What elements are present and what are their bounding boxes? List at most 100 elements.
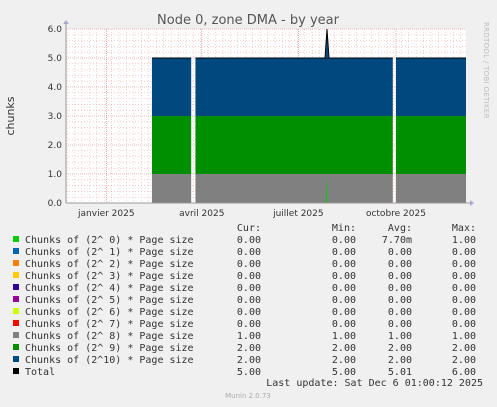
last-update: Last update: Sat Dec 6 01:00:12 2025 (266, 378, 483, 389)
legend-header: Min: (332, 223, 356, 234)
y-axis-label: chunks (4, 96, 17, 135)
plot-area: 0.0 1.0 2.0 3.0 4.0 5.0 6.0 janvier 2025 avril 2… (48, 20, 474, 219)
area-segment (395, 116, 466, 174)
legend-swatch (13, 332, 19, 338)
footer-version: Munin 2.0.73 (225, 392, 271, 400)
legend-value: 0.00 (452, 319, 476, 330)
legend-series-name: Chunks of (2^ 2) * Page size (25, 259, 194, 270)
legend-series-name: Chunks of (2^10) * Page size (25, 355, 194, 366)
legend-value: 0.00 (388, 271, 412, 282)
legend-swatch (13, 344, 19, 350)
y-axis-arrow (63, 20, 69, 24)
legend: Cur: Min: Avg: Max: Chunks of (2^ 0) * Page … (13, 223, 476, 378)
legend-value: 0.00 (452, 307, 476, 318)
legend-swatch (13, 356, 19, 362)
legend-value: 2.00 (332, 355, 356, 366)
legend-value: 0.00 (332, 319, 356, 330)
legend-value: 0.00 (332, 247, 356, 258)
legend-value: 0.00 (332, 271, 356, 282)
spike-order0 (325, 174, 328, 203)
legend-header: Cur: (237, 223, 261, 234)
area-segment (151, 58, 192, 116)
legend-series-name: Chunks of (2^ 7) * Page size (25, 319, 194, 330)
legend-value: 0.00 (452, 271, 476, 282)
legend-swatch (13, 368, 19, 374)
legend-value: 0.00 (452, 295, 476, 306)
area-segment (151, 174, 192, 203)
legend-series-name: Chunks of (2^ 4) * Page size (25, 283, 194, 294)
legend-value: 0.00 (237, 283, 261, 294)
legend-value: 2.00 (452, 355, 476, 366)
legend-value: 0.00 (332, 307, 356, 318)
legend-value: 0.00 (237, 319, 261, 330)
spike-total (324, 28, 330, 59)
legend-value: 2.00 (388, 355, 412, 366)
area-segment (195, 116, 393, 174)
legend-value: 1.00 (237, 331, 261, 342)
spike-order8 (325, 174, 329, 183)
legend-value: 2.00 (452, 343, 476, 354)
legend-value: 2.00 (237, 343, 261, 354)
area-segment (151, 116, 192, 174)
legend-series-name: Chunks of (2^ 0) * Page size (25, 235, 194, 246)
legend-swatch (13, 260, 19, 266)
legend-swatch (13, 320, 19, 326)
x-axis-arrow (470, 200, 474, 206)
legend-swatch (13, 248, 19, 254)
legend-value: 0.00 (452, 247, 476, 258)
legend-swatch (13, 236, 19, 242)
y-tick-label: 0.0 (48, 199, 63, 209)
area-segment (395, 58, 466, 116)
legend-value: 2.00 (237, 355, 261, 366)
legend-swatch (13, 284, 19, 290)
legend-value: 0.00 (452, 259, 476, 270)
legend-value: 1.00 (332, 331, 356, 342)
legend-value: 2.00 (332, 343, 356, 354)
legend-value: 0.00 (388, 283, 412, 294)
legend-value: 0.00 (388, 295, 412, 306)
legend-value: 1.00 (452, 235, 476, 246)
legend-value: 5.00 (332, 367, 356, 378)
legend-swatch (13, 272, 19, 278)
legend-series-name: Total (25, 367, 55, 378)
legend-value: 0.00 (452, 283, 476, 294)
legend-value: 0.00 (388, 259, 412, 270)
legend-series-name: Chunks of (2^ 8) * Page size (25, 331, 194, 342)
legend-value: 0.00 (332, 259, 356, 270)
legend-value: 0.00 (388, 307, 412, 318)
legend-value: 1.00 (388, 331, 412, 342)
legend-series-name: Chunks of (2^ 5) * Page size (25, 295, 194, 306)
x-tick-label: avril 2025 (179, 209, 224, 219)
legend-value: 0.00 (237, 307, 261, 318)
legend-value: 5.00 (237, 367, 261, 378)
y-tick-label: 3.0 (48, 112, 63, 122)
legend-value: 5.01 (388, 367, 412, 378)
legend-value: 0.00 (237, 295, 261, 306)
x-tick-label: janvier 2025 (77, 209, 135, 219)
legend-swatch (13, 308, 19, 314)
legend-value: 6.00 (452, 367, 476, 378)
legend-value: 0.00 (237, 259, 261, 270)
legend-value: 0.00 (332, 235, 356, 246)
side-label: RRDTOOL / TOBI OETIKER (482, 22, 490, 119)
legend-value: 0.00 (332, 295, 356, 306)
y-tick-label: 4.0 (48, 83, 63, 93)
y-tick-label: 6.0 (48, 25, 63, 35)
y-tick-label: 5.0 (48, 54, 63, 64)
legend-value: 1.00 (452, 331, 476, 342)
legend-value: 0.00 (332, 283, 356, 294)
spike-order10 (325, 29, 329, 58)
y-tick-label: 2.0 (48, 141, 63, 151)
legend-series-name: Chunks of (2^ 9) * Page size (25, 343, 194, 354)
legend-swatch (13, 296, 19, 302)
legend-series-name: Chunks of (2^ 1) * Page size (25, 247, 194, 258)
legend-header: Avg: (388, 223, 412, 234)
x-tick-label: octobre 2025 (366, 209, 426, 219)
legend-value: 0.00 (388, 247, 412, 258)
legend-value: 7.70m (382, 235, 412, 246)
y-tick-label: 1.0 (48, 170, 63, 180)
legend-value: 0.00 (388, 319, 412, 330)
legend-series-name: Chunks of (2^ 3) * Page size (25, 271, 194, 282)
area-segment (195, 58, 393, 116)
